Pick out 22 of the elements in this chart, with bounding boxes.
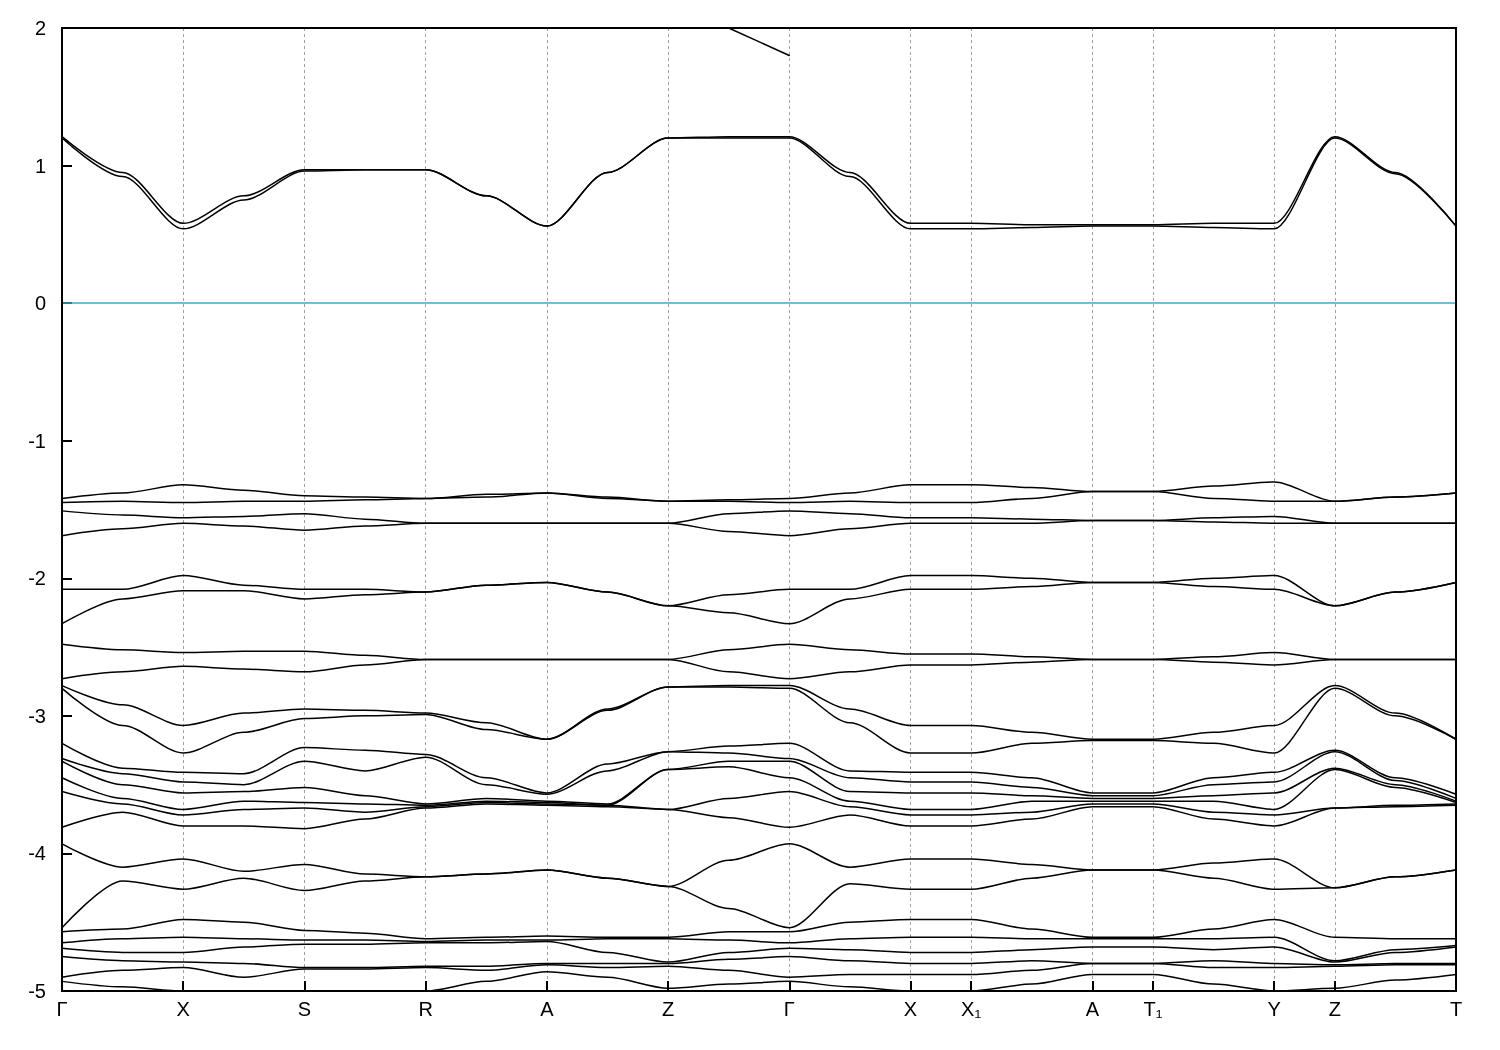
y-tick-label: -4: [28, 842, 46, 865]
y-tick-label: -5: [28, 980, 46, 1002]
y-tick-label: 0: [34, 292, 46, 315]
x-tick-label: T: [1449, 998, 1463, 1020]
x-tick-label: S: [297, 998, 312, 1020]
y-tick-label: -1: [28, 429, 46, 452]
x-tick-label: R: [418, 998, 433, 1020]
x-tick-label: A: [1085, 998, 1100, 1020]
x-tick-label: X: [903, 998, 918, 1020]
x-tick-label: Γ: [56, 998, 68, 1020]
x-tick-label: Z: [661, 998, 675, 1020]
x-tick-label: T₁: [1143, 998, 1163, 1020]
x-tick-label: Y: [1267, 998, 1281, 1020]
x-tick-label: X: [176, 998, 190, 1020]
x-tick-label: Γ: [783, 998, 795, 1020]
x-tick-label: Z: [1328, 998, 1341, 1020]
y-tick-label: -3: [28, 704, 46, 727]
x-tick-label: A: [540, 998, 555, 1020]
y-tick-label: 2: [34, 17, 46, 39]
y-tick-label: 1: [34, 154, 46, 177]
x-tick-label: X₁: [961, 998, 982, 1020]
y-tick-label: -2: [28, 567, 46, 590]
